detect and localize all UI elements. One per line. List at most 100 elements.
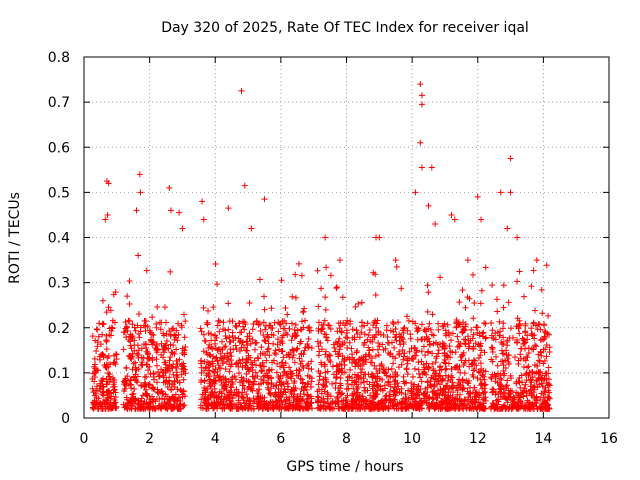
data-point: [477, 300, 484, 307]
data-point: [411, 344, 418, 351]
data-point: [541, 397, 548, 404]
data-point: [339, 294, 346, 301]
data-point: [257, 402, 264, 409]
data-point: [294, 327, 301, 334]
data-point: [425, 202, 432, 209]
data-point: [120, 346, 127, 353]
data-point: [97, 341, 104, 348]
data-point: [359, 357, 366, 364]
data-point: [268, 375, 275, 382]
data-point: [129, 353, 136, 360]
data-point: [179, 391, 186, 398]
data-point: [460, 326, 467, 333]
data-point: [174, 337, 181, 344]
data-point: [279, 401, 286, 408]
data-point: [197, 402, 204, 409]
data-point: [398, 334, 405, 341]
data-point: [343, 386, 350, 393]
data-point: [353, 396, 360, 403]
data-point: [256, 394, 263, 401]
data-point: [333, 362, 340, 369]
data-point: [107, 307, 114, 314]
data-point: [158, 395, 165, 402]
data-point: [233, 360, 240, 367]
data-point: [451, 216, 458, 223]
data-point: [100, 383, 107, 390]
data-point: [369, 338, 376, 345]
data-point: [459, 352, 466, 359]
data-point: [520, 363, 527, 370]
data-point: [437, 363, 444, 370]
data-point: [211, 389, 218, 396]
data-point: [135, 347, 142, 354]
data-point: [165, 345, 172, 352]
data-point: [416, 395, 423, 402]
data-point: [464, 257, 471, 264]
data-point: [123, 334, 130, 341]
data-point: [104, 211, 111, 218]
data-point: [525, 349, 532, 356]
data-point: [337, 374, 344, 381]
data-point: [247, 405, 254, 412]
data-point: [535, 357, 542, 364]
data-point: [456, 299, 463, 306]
data-point: [500, 334, 507, 341]
data-point: [489, 349, 496, 356]
data-point: [333, 284, 340, 291]
data-point: [545, 364, 552, 371]
data-point: [158, 402, 165, 409]
data-point: [544, 405, 551, 412]
data-point: [210, 353, 217, 360]
data-point: [160, 346, 167, 353]
data-point: [320, 382, 327, 389]
data-point: [204, 385, 211, 392]
data-point: [437, 405, 444, 412]
data-point: [270, 340, 277, 347]
data-point: [241, 344, 248, 351]
data-point: [371, 319, 378, 326]
data-point: [354, 348, 361, 355]
data-point: [262, 338, 269, 345]
data-point: [453, 324, 460, 331]
data-point: [437, 274, 444, 281]
data-point: [226, 368, 233, 375]
data-point: [216, 328, 223, 335]
data-point: [110, 381, 117, 388]
data-point: [260, 377, 267, 384]
data-point: [514, 234, 521, 241]
data-point: [241, 182, 248, 189]
data-point: [523, 404, 530, 411]
data-point: [314, 396, 321, 403]
data-point: [130, 360, 137, 367]
data-point: [164, 384, 171, 391]
data-point: [290, 386, 297, 393]
data-point: [482, 334, 489, 341]
data-point: [437, 372, 444, 379]
data-point: [198, 396, 205, 403]
data-point: [424, 379, 431, 386]
y-axis-label: ROTI / TECUs: [7, 192, 23, 284]
data-point: [356, 334, 363, 341]
data-point: [502, 357, 509, 364]
data-point: [103, 337, 110, 344]
data-point: [349, 374, 356, 381]
data-point: [214, 372, 221, 379]
data-point: [389, 402, 396, 409]
data-point: [470, 331, 477, 338]
data-point: [135, 354, 142, 361]
data-point: [303, 405, 310, 412]
data-point: [261, 293, 268, 300]
data-point: [143, 390, 150, 397]
data-point: [426, 341, 433, 348]
data-point: [440, 400, 447, 407]
data-point: [213, 334, 220, 341]
data-point: [388, 365, 395, 372]
data-point: [442, 327, 449, 334]
data-point: [301, 317, 308, 324]
data-point: [380, 346, 387, 353]
data-point: [158, 366, 165, 373]
data-point: [396, 337, 403, 344]
data-point: [269, 399, 276, 406]
data-point: [106, 405, 113, 412]
